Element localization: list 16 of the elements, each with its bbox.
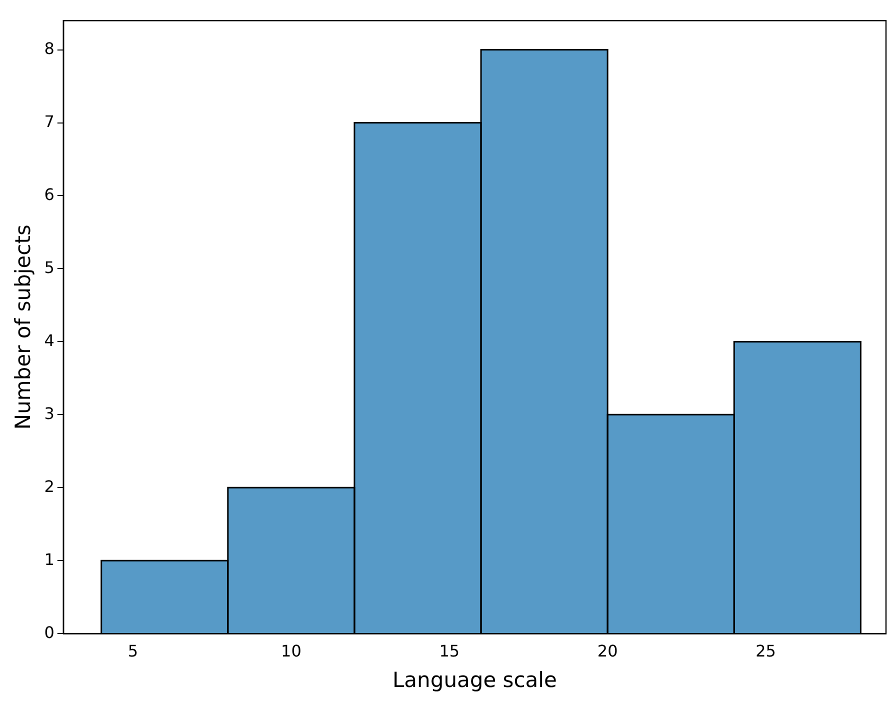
y-tick-label: 0	[44, 622, 54, 642]
y-tick-label: 3	[44, 404, 54, 423]
x-tick-label: 10	[281, 641, 302, 660]
x-tick-label: 15	[439, 641, 460, 660]
y-tick-label: 5	[44, 258, 54, 277]
y-tick-label: 8	[44, 38, 54, 58]
x-axis-title: Language scale	[392, 668, 557, 692]
y-tick-label: 1	[44, 550, 54, 569]
y-tick-label: 2	[44, 476, 54, 496]
x-tick-label: 25	[756, 641, 776, 660]
x-tick-label: 5	[128, 641, 138, 660]
y-tick-label: 7	[44, 112, 54, 131]
y-tick-label: 4	[44, 330, 54, 350]
y-axis-title: Number of subjects	[11, 224, 36, 430]
y-tick-label: 6	[44, 184, 54, 204]
x-tick-label: 20	[597, 641, 618, 660]
